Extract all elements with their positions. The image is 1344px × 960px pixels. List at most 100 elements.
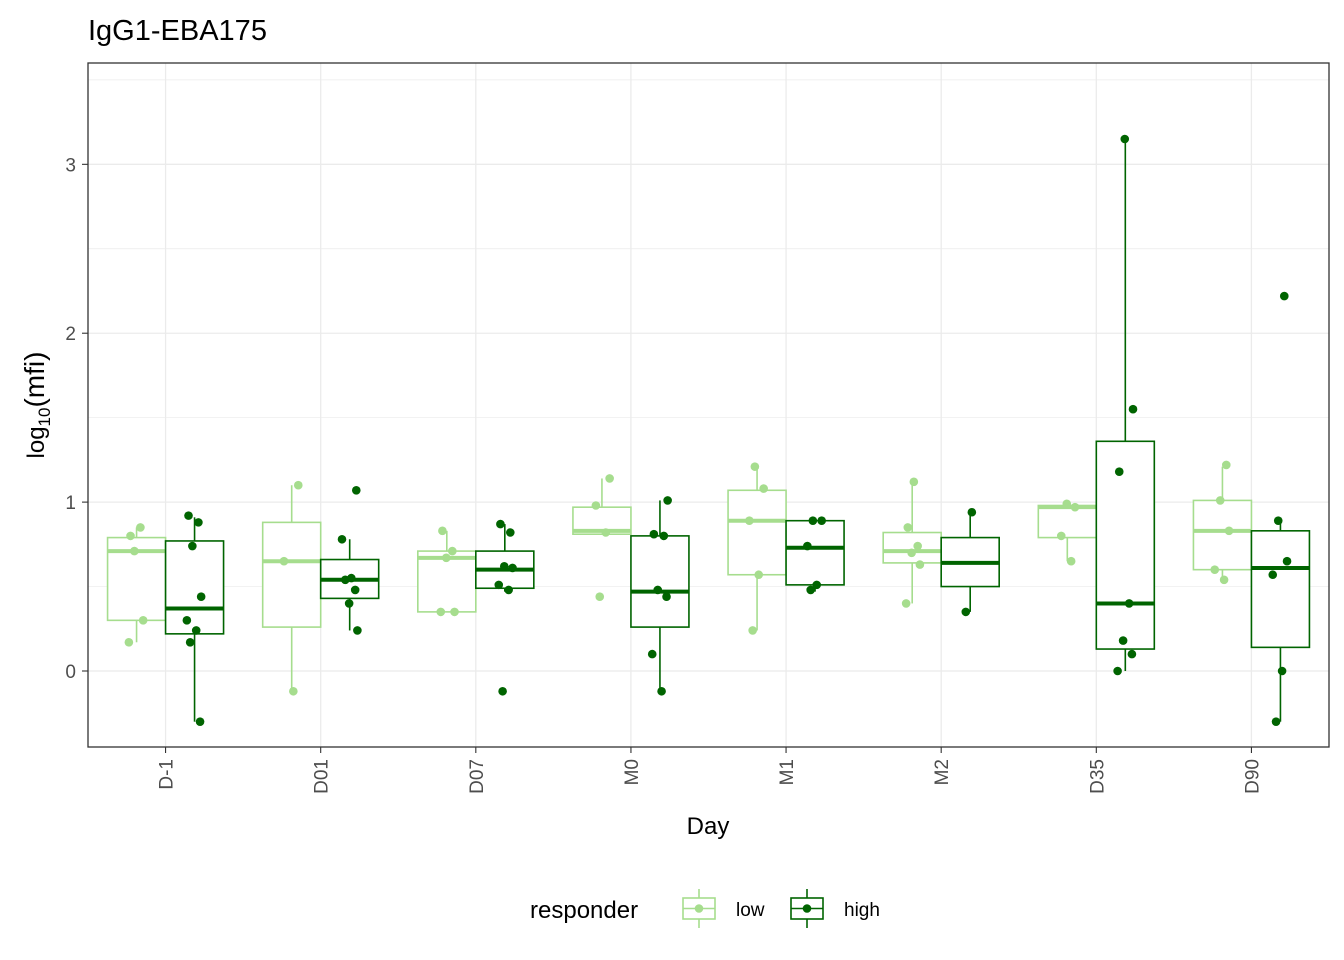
data-point-high bbox=[1127, 649, 1137, 659]
box-high-M1 bbox=[785, 519, 845, 592]
grid bbox=[88, 63, 1329, 747]
x-tick-label: M1 bbox=[777, 759, 798, 785]
data-point-high bbox=[184, 511, 193, 520]
box-high-D01 bbox=[319, 539, 380, 631]
box-body bbox=[1037, 504, 1098, 539]
data-point-low bbox=[441, 553, 451, 563]
box-body bbox=[1250, 530, 1311, 649]
data-point-low bbox=[605, 474, 614, 483]
data-point-high bbox=[1113, 666, 1122, 676]
data-point-high bbox=[504, 585, 513, 595]
box-low-D90 bbox=[1192, 466, 1253, 580]
legend-key-point bbox=[694, 904, 704, 913]
box-body bbox=[630, 535, 690, 628]
box-body bbox=[785, 519, 845, 586]
data-point-high bbox=[663, 496, 672, 505]
data-point-low bbox=[289, 686, 298, 696]
data-point-low bbox=[1070, 502, 1080, 512]
box-low-M0 bbox=[572, 478, 632, 535]
data-point-low bbox=[138, 616, 148, 625]
y-axis-title-base: log bbox=[23, 426, 50, 458]
data-point-high bbox=[340, 575, 350, 585]
data-point-high bbox=[647, 649, 657, 659]
x-axis-title: Day bbox=[687, 813, 730, 840]
box-high-M2 bbox=[940, 512, 1000, 612]
data-point-high bbox=[1273, 516, 1283, 525]
data-point-low bbox=[759, 484, 768, 493]
data-point-low bbox=[748, 626, 757, 635]
data-point-high bbox=[662, 592, 671, 601]
data-point-low bbox=[901, 599, 911, 608]
data-point-low bbox=[754, 570, 764, 580]
data-point-low bbox=[1221, 460, 1231, 470]
y-axis-ticks: 0 1 2 3 bbox=[65, 155, 88, 683]
data-point-high bbox=[967, 507, 977, 517]
legend-key-high bbox=[790, 889, 824, 928]
data-point-low bbox=[436, 607, 446, 617]
data-point-high bbox=[498, 686, 507, 696]
data-point-high bbox=[1114, 467, 1124, 477]
data-point-high bbox=[494, 580, 504, 590]
y-tick-label: 3 bbox=[65, 155, 76, 176]
data-point-low bbox=[750, 462, 760, 471]
data-point-high bbox=[195, 717, 205, 726]
box-high-D35 bbox=[1095, 140, 1156, 671]
data-point-high bbox=[508, 563, 517, 573]
data-point-low bbox=[1056, 531, 1066, 541]
legend-title: responder bbox=[530, 897, 638, 924]
box-body bbox=[882, 531, 942, 564]
box-high-D90 bbox=[1250, 520, 1311, 722]
data-point-low bbox=[1224, 526, 1234, 536]
x-tick-label: D01 bbox=[312, 759, 333, 794]
data-point-high bbox=[653, 585, 663, 595]
data-point-low bbox=[1066, 556, 1076, 566]
data-point-low bbox=[909, 477, 919, 487]
box-low-D07 bbox=[417, 530, 477, 613]
data-point-low bbox=[591, 501, 601, 510]
box-body bbox=[261, 521, 322, 628]
x-tick-label: D35 bbox=[1087, 759, 1108, 794]
data-point-high bbox=[351, 485, 361, 495]
data-point-high bbox=[196, 592, 206, 601]
data-point-high bbox=[350, 585, 360, 595]
data-point-high bbox=[1128, 404, 1138, 414]
box-low-M1 bbox=[727, 468, 787, 631]
box-low-M2 bbox=[882, 481, 942, 604]
x-tick-label: D07 bbox=[467, 759, 488, 794]
data-point-low bbox=[450, 607, 459, 617]
legend-label-high: high bbox=[844, 900, 880, 921]
data-point-low bbox=[130, 546, 139, 556]
data-point-low bbox=[448, 546, 457, 556]
y-tick-label: 2 bbox=[65, 324, 76, 345]
box-high-D-1 bbox=[164, 517, 225, 722]
x-tick-label: D-1 bbox=[157, 759, 178, 790]
x-axis-ticks: D-1 D01 D07 M0 M1 M2 D35 D90 bbox=[157, 747, 1263, 794]
data-point-low bbox=[293, 480, 303, 490]
data-point-high bbox=[649, 529, 659, 539]
data-point-high bbox=[506, 528, 515, 537]
points bbox=[124, 134, 1292, 726]
data-point-high bbox=[1282, 556, 1292, 566]
data-point-low bbox=[126, 531, 135, 541]
boxes bbox=[106, 140, 1311, 722]
legend-key-low bbox=[682, 889, 716, 928]
box-low-D35 bbox=[1037, 503, 1098, 562]
data-point-low bbox=[279, 556, 289, 566]
data-point-high bbox=[961, 607, 971, 617]
data-point-low bbox=[1215, 496, 1225, 505]
data-point-low bbox=[915, 560, 925, 569]
data-point-low bbox=[124, 637, 134, 647]
legend-key-point bbox=[802, 904, 812, 913]
data-point-low bbox=[595, 592, 605, 601]
data-point-low bbox=[438, 526, 447, 536]
data-point-low bbox=[907, 548, 916, 558]
box-body bbox=[1095, 440, 1156, 650]
data-point-high bbox=[659, 531, 669, 541]
data-point-high bbox=[1124, 599, 1134, 608]
data-point-low bbox=[913, 541, 922, 551]
box-body bbox=[727, 489, 787, 576]
box-high-D07 bbox=[475, 524, 535, 592]
data-point-low bbox=[1062, 499, 1072, 509]
data-point-high bbox=[344, 599, 354, 608]
